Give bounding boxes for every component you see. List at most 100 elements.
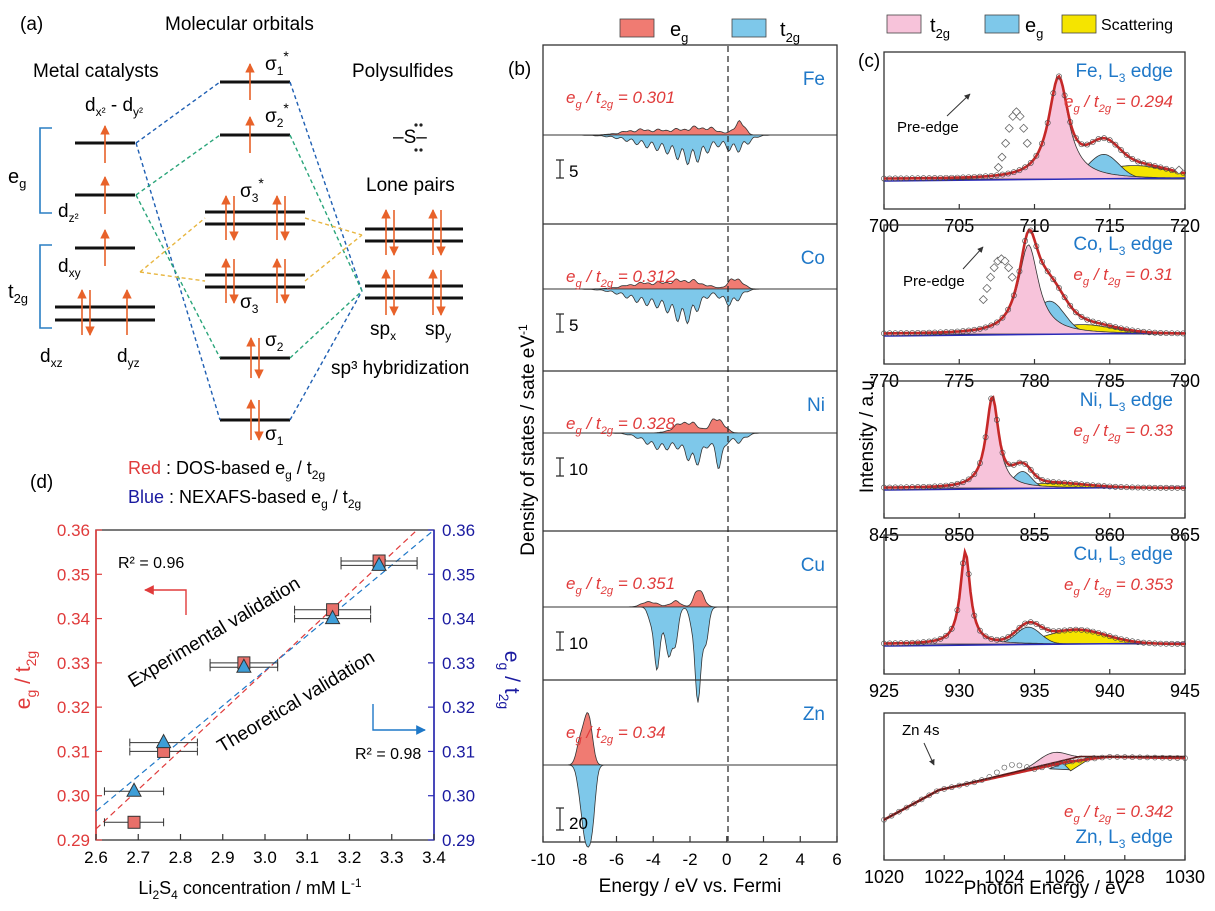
xas-data-point — [977, 460, 983, 466]
xas-data-point — [1022, 461, 1028, 467]
legend-b: eg t2g — [619, 18, 800, 45]
xas-data-point — [1078, 481, 1085, 488]
connector-dx2y2-sigma1star — [135, 81, 221, 144]
xas-data-point — [948, 784, 955, 791]
dos-x-tick-label: -10 — [531, 850, 556, 869]
xas-data-point — [1039, 258, 1045, 265]
xas-data-point — [918, 796, 925, 803]
xas-pre-edge-marker — [1004, 123, 1014, 133]
xas-pre-edge-marker — [1000, 256, 1010, 266]
xas-x-tick-label: 935 — [1019, 681, 1049, 701]
xas-data-point — [1152, 640, 1158, 647]
dos-metal-label: Ni — [807, 395, 825, 416]
xas-data-point — [1118, 147, 1124, 153]
xas-data-point — [1016, 624, 1023, 631]
xas-data-point — [1022, 620, 1028, 627]
panel-d-fit-blue — [95, 529, 435, 812]
connector-sigma1-sp — [289, 290, 363, 421]
dos-eg-area-cu — [543, 590, 837, 608]
xas-data-point — [956, 782, 963, 789]
orbital-label-dz2: dz² — [58, 201, 79, 225]
xas-data-point — [1056, 628, 1062, 634]
eg-label: eg — [8, 166, 26, 191]
xas-data-point — [937, 175, 944, 181]
dos-x-tick-label: -8 — [572, 850, 587, 869]
xas-data-point — [1027, 227, 1034, 234]
panel-d-y-tick-label-right: 0.36 — [442, 521, 475, 540]
xas-data-point — [1095, 482, 1102, 489]
xas-data-point — [994, 769, 1000, 776]
xas-data-point — [931, 483, 938, 490]
xas-data-point — [1163, 484, 1170, 491]
xas-data-point — [1084, 316, 1091, 323]
xas-ratio-label: eg / t2g = 0.31 — [1073, 265, 1173, 288]
dos-metal-label: Co — [801, 248, 825, 269]
dos-x-label: Energy / eV vs. Fermi — [599, 876, 782, 897]
xas-data-point — [948, 328, 955, 335]
xas-data-point — [909, 484, 916, 491]
dos-subpanel-co: Co eg / t2g = 0.312 5 — [543, 223, 837, 335]
dos-x-tick-label: 2 — [759, 850, 768, 869]
xas-data-point — [1061, 627, 1068, 634]
xas-data-point — [886, 640, 893, 647]
xas-data-point — [1135, 158, 1141, 165]
xas-data-point — [999, 636, 1006, 643]
xas-data-point — [965, 174, 972, 181]
panel-d-x-tick-label: 2.8 — [169, 848, 193, 867]
xas-data-point — [931, 329, 938, 336]
xas-data-point — [1135, 328, 1141, 335]
xas-edge-label: Cu, L3 edge — [1073, 544, 1173, 568]
panel-d-y-tick-label-left: 0.30 — [57, 787, 90, 806]
xas-data-point — [1159, 754, 1166, 761]
xas-data-point — [881, 816, 887, 823]
xas-data-point — [1123, 484, 1130, 491]
xas-data-point — [993, 636, 1000, 643]
panel-a-orbital-diagram: (a) Molecular orbitals Metal catalysts P… — [8, 14, 469, 448]
xas-data-point — [937, 483, 944, 489]
xas-data-point — [982, 173, 989, 180]
orbital-label-dxy: dxy — [58, 256, 81, 280]
xas-data-point — [933, 788, 940, 795]
xas-data-point — [1044, 626, 1051, 633]
xas-data-point — [1016, 268, 1023, 275]
panel-d-y-tick-label-right: 0.32 — [442, 698, 475, 717]
xas-data-point — [1016, 167, 1023, 174]
xas-data-point — [920, 329, 927, 336]
xas-data-point — [977, 325, 983, 332]
xas-x-tick-label: 715 — [1095, 216, 1125, 236]
xas-data-point — [1001, 764, 1008, 771]
xas-data-point — [999, 171, 1006, 178]
xas-data-point — [963, 781, 970, 787]
panel-d-arrow-blue — [372, 704, 426, 735]
xas-data-point — [1182, 755, 1188, 761]
xas-data-point — [898, 484, 904, 491]
dos-ratio-label: eg / t2g = 0.328 — [566, 414, 676, 437]
xas-data-point — [1168, 640, 1175, 647]
panel-d-y-tick-label-left: 0.35 — [57, 565, 90, 584]
xas-data-point — [1135, 639, 1141, 646]
mo-label-sigma2: σ2 — [265, 330, 284, 354]
sp-y-label: spy — [425, 319, 451, 343]
xas-x-tick-label: 710 — [1019, 216, 1049, 236]
xas-data-point — [888, 812, 895, 819]
xas-data-point — [1123, 637, 1130, 644]
xas-data-point — [1072, 135, 1079, 141]
xas-data-point — [1072, 626, 1079, 633]
dos-t2g-area-co — [543, 288, 837, 325]
xas-data-point — [1044, 268, 1051, 275]
xas-data-point — [1174, 484, 1181, 491]
panel-d-correlation: (d) Red : DOS-based eg / t2g Blue : NEXA… — [12, 458, 523, 902]
xas-x-tick-label: 1020 — [864, 867, 904, 887]
panel-d-y-tick-label-right: 0.31 — [442, 742, 475, 761]
xas-data-point — [903, 804, 910, 811]
xas-data-point — [1163, 330, 1170, 337]
xas-data-point — [1123, 152, 1130, 158]
legend-c-t2g-label: t2g — [930, 15, 950, 41]
xas-data-point — [1114, 754, 1121, 760]
xas-data-point — [931, 175, 938, 181]
panel-d-fit-red — [95, 529, 418, 830]
xas-data-point — [1084, 756, 1090, 763]
xas-data-point — [1010, 630, 1017, 636]
